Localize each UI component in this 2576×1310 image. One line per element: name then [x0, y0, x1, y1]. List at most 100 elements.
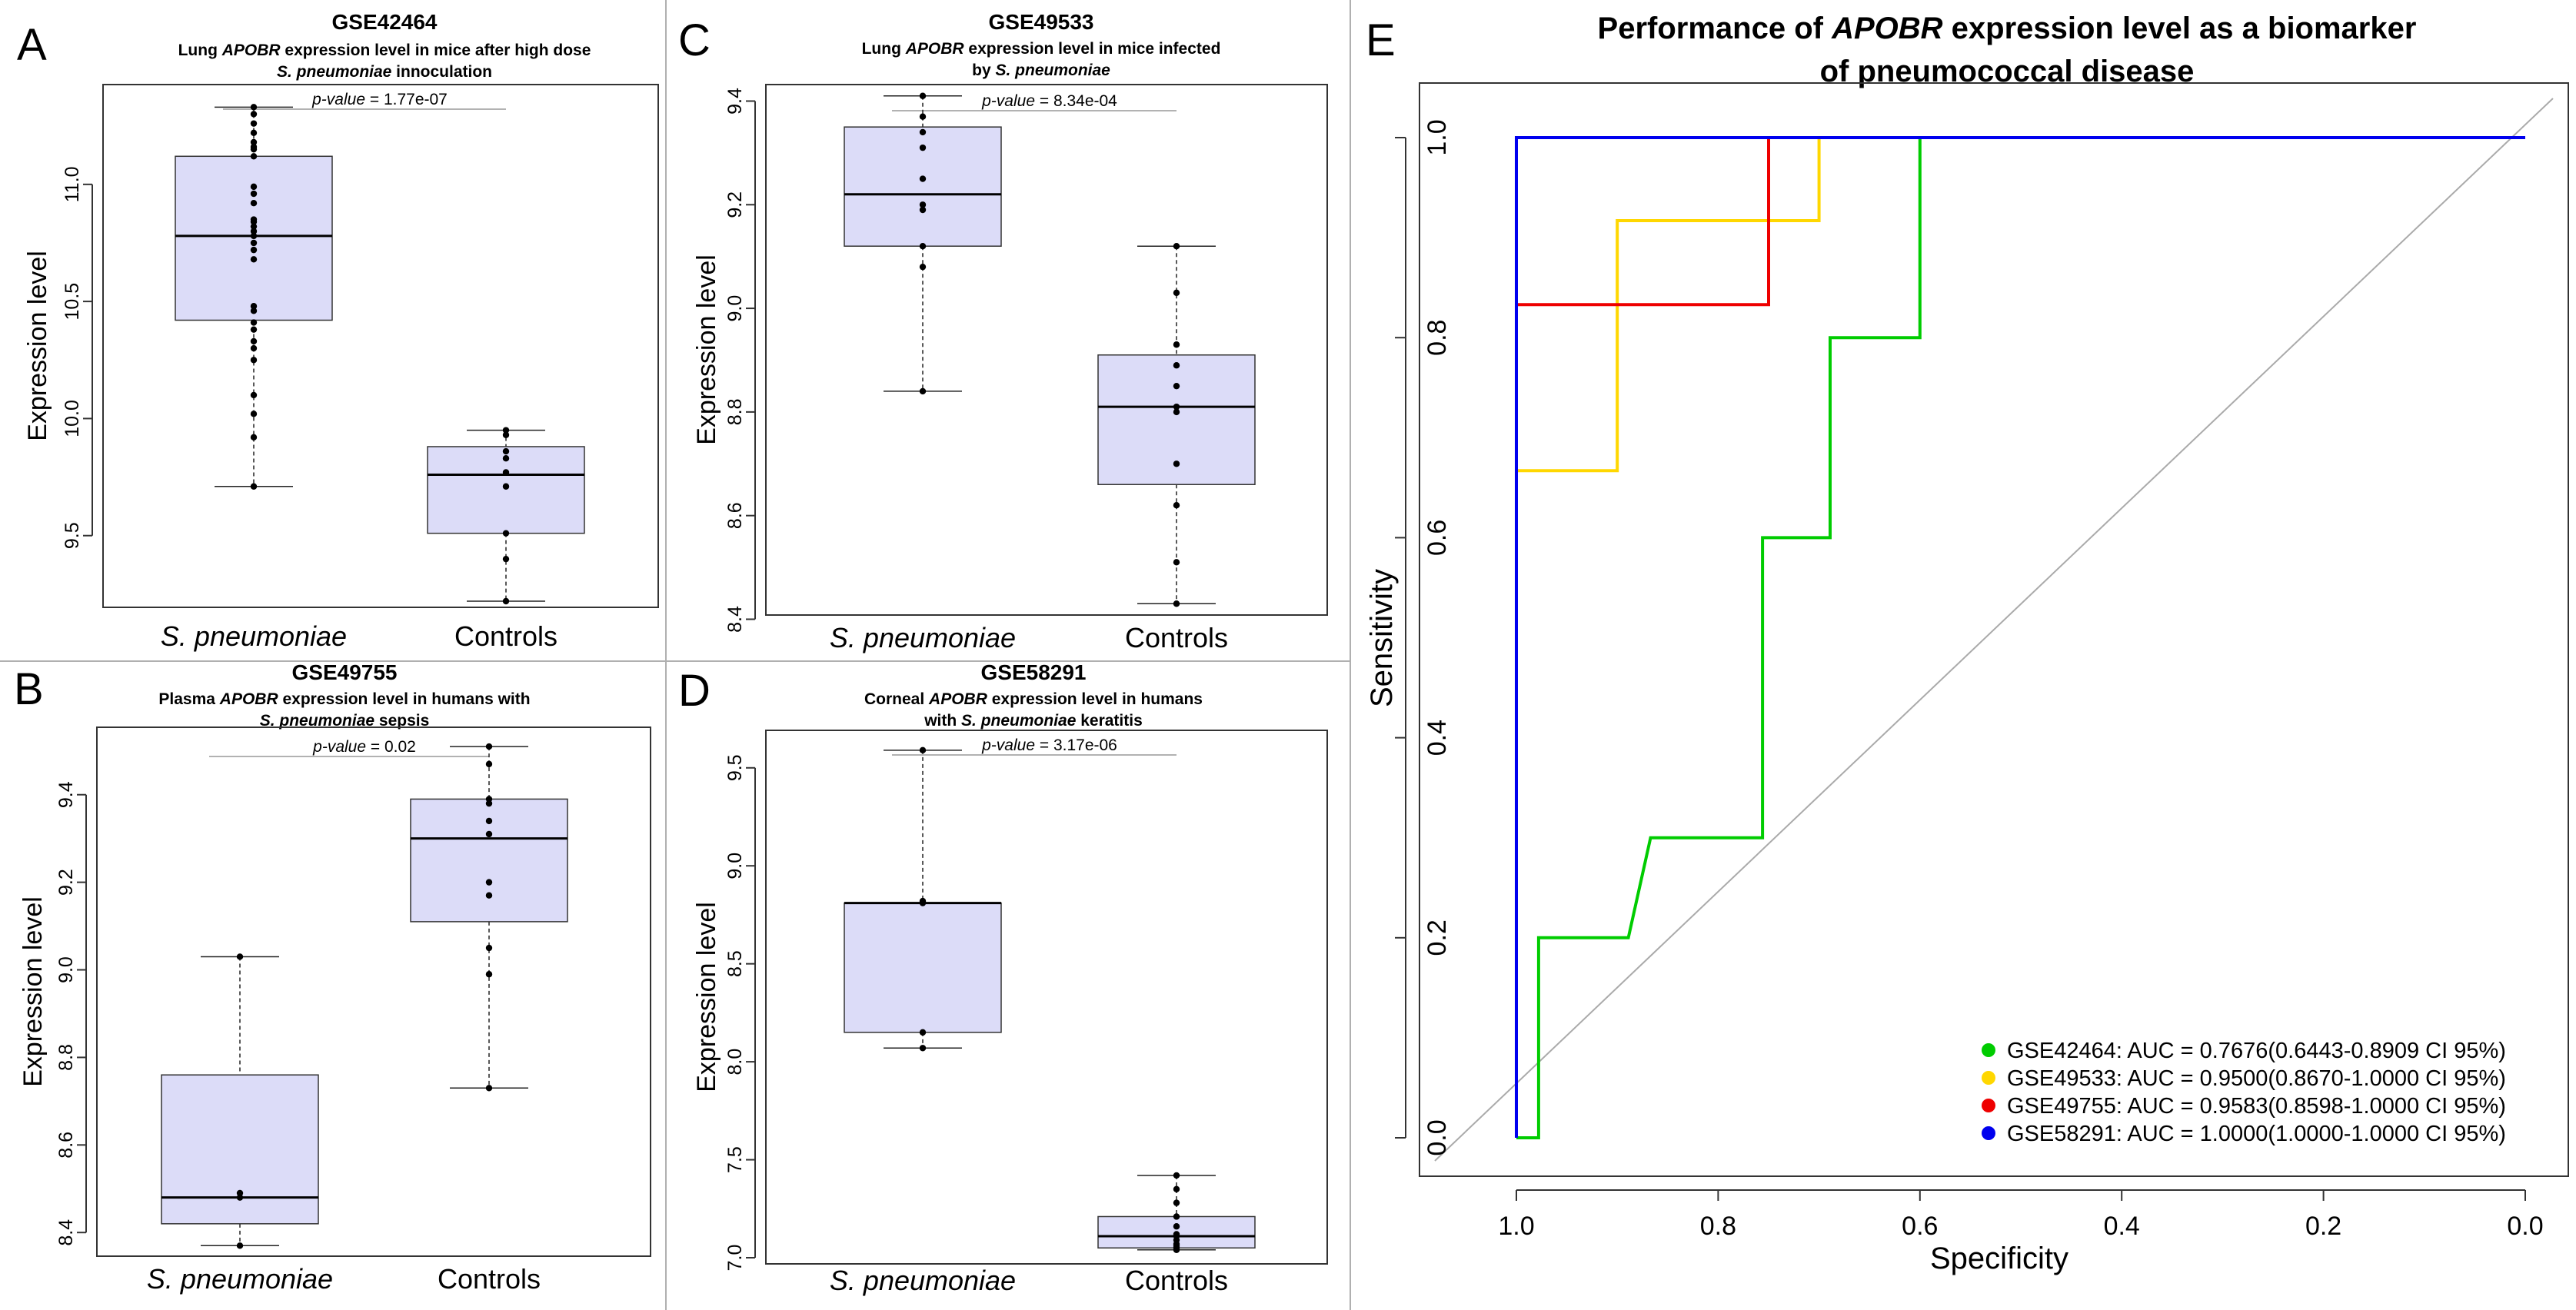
p-value-number: = 3.17e-06 — [1035, 736, 1117, 754]
panel-subtitle-part: expression level in mice after high dose — [281, 42, 591, 59]
panel-subtitle-part: APOBR — [221, 42, 281, 59]
x-category-label: Controls — [1125, 622, 1228, 653]
legend-entry: GSE42464: AUC = 0.7676(0.6443-0.8909 CI … — [2007, 1039, 2506, 1063]
data-point — [250, 483, 258, 490]
panel-subtitle-line2: by S. pneumoniae — [972, 62, 1110, 79]
data-point — [919, 128, 927, 136]
panel-subtitle-line2-part: by — [972, 62, 995, 79]
p-value-prefix: p-value — [981, 736, 1035, 754]
iqr-box — [844, 902, 1002, 1033]
data-point — [485, 879, 493, 886]
data-point — [919, 201, 927, 208]
y-tick-label: 10.5 — [62, 283, 83, 321]
roc-line-gse42464 — [1516, 136, 2525, 1139]
data-point — [1173, 243, 1180, 250]
data-point — [250, 145, 258, 153]
data-point — [250, 308, 258, 314]
panel-subtitle-line2-part: S. pneumoniae — [260, 712, 375, 730]
panel-subtitle-line2-part: innoculation — [391, 63, 492, 81]
y-tick-label: 9.5 — [724, 754, 746, 781]
data-point — [250, 344, 258, 352]
boxplot-panel-d: GSE58291 Corneal APOBR expression level i… — [692, 660, 1328, 1296]
data-point — [250, 111, 258, 118]
box-group-pneumoniae — [844, 92, 1002, 395]
panel-subtitle-part: Lung — [178, 42, 222, 59]
panel-subtitle-part: APOBR — [905, 40, 965, 58]
data-point — [1173, 341, 1180, 348]
panel-subtitle-line2-part: with — [924, 712, 961, 730]
x-tick-label: 0.2 — [2305, 1212, 2341, 1241]
data-point — [1173, 362, 1180, 369]
panel-letter-b: B — [14, 664, 44, 714]
data-point — [250, 223, 258, 230]
x-category-label: Controls — [438, 1263, 541, 1295]
data-point — [1173, 600, 1180, 607]
y-tick-label: 9.0 — [55, 956, 77, 983]
p-value-prefix: p-value — [312, 738, 366, 756]
legend-marker-gse42464 — [1982, 1043, 1995, 1057]
y-tick-label: 9.4 — [55, 781, 77, 808]
roc-title-part: expression level as a biomarker — [1943, 12, 2417, 45]
x-tick-label: 1.0 — [1498, 1212, 1534, 1241]
y-tick-label: 0.8 — [1423, 320, 1452, 356]
x-category-label: Controls — [454, 620, 557, 652]
p-value-prefix: p-value — [981, 92, 1035, 110]
data-point — [502, 483, 510, 490]
data-point — [502, 455, 510, 462]
data-point — [919, 243, 927, 250]
x-tick-label: 0.8 — [1700, 1212, 1736, 1241]
x-category-label: Controls — [1125, 1265, 1228, 1296]
data-point — [1173, 559, 1180, 566]
y-tick-label: 8.8 — [55, 1044, 77, 1071]
data-point — [250, 190, 258, 198]
y-tick-label: 0.0 — [1423, 1119, 1452, 1155]
data-point — [1173, 1246, 1180, 1254]
panel-letter-d: D — [678, 666, 711, 716]
data-point — [919, 144, 927, 151]
data-point — [485, 1085, 493, 1092]
data-point — [250, 153, 258, 160]
box-group-controls — [410, 743, 568, 1092]
x-category-label: S. pneumoniae — [147, 1263, 333, 1295]
y-tick-label: 8.8 — [724, 398, 746, 425]
data-point — [250, 411, 258, 417]
data-point — [919, 263, 927, 271]
roc-frame — [1419, 82, 2569, 1177]
y-tick-label: 11.0 — [62, 166, 83, 202]
roc-title: Performance of APOBR expression level as… — [1598, 12, 2417, 45]
dataset-title: GSE58291 — [981, 660, 1087, 684]
x-tick-label: 0.0 — [2507, 1212, 2543, 1241]
data-point — [250, 246, 258, 254]
data-point — [919, 92, 927, 99]
data-point — [1173, 1223, 1180, 1230]
roc-panel-e: Performance of APOBR expression level as… — [1365, 12, 2569, 1275]
plot-frame — [765, 84, 1328, 616]
panel-subtitle-line2: S. pneumoniae innoculation — [277, 63, 492, 81]
data-point — [250, 357, 258, 364]
box-group-pneumoniae — [844, 746, 1002, 1052]
data-point — [250, 303, 258, 310]
data-point — [485, 817, 493, 825]
data-point — [485, 944, 493, 952]
panel-subtitle-part: Lung — [862, 40, 906, 58]
data-point — [919, 387, 927, 395]
roc-line-gse49755 — [1515, 136, 2525, 1138]
y-axis-label: Expression level — [692, 254, 721, 445]
panel-subtitle-line2-part: sepsis — [374, 712, 429, 730]
data-point — [250, 138, 258, 146]
panel-letter-e: E — [1366, 15, 1396, 65]
dataset-title: GSE49533 — [989, 10, 1094, 34]
data-point — [250, 391, 258, 399]
data-point — [250, 256, 258, 263]
y-tick-label: 9.4 — [724, 88, 746, 115]
data-point — [236, 1194, 244, 1201]
data-point — [919, 206, 927, 214]
x-tick-label: 0.6 — [1902, 1212, 1938, 1241]
data-point — [485, 892, 493, 899]
data-point — [250, 200, 258, 207]
y-tick-label: 7.0 — [724, 1245, 746, 1272]
panel-subtitle-line2: with S. pneumoniae keratitis — [924, 712, 1143, 730]
panel-subtitle: Plasma APOBR expression level in humans … — [158, 690, 530, 708]
data-point — [502, 447, 510, 455]
data-point — [236, 1242, 244, 1249]
